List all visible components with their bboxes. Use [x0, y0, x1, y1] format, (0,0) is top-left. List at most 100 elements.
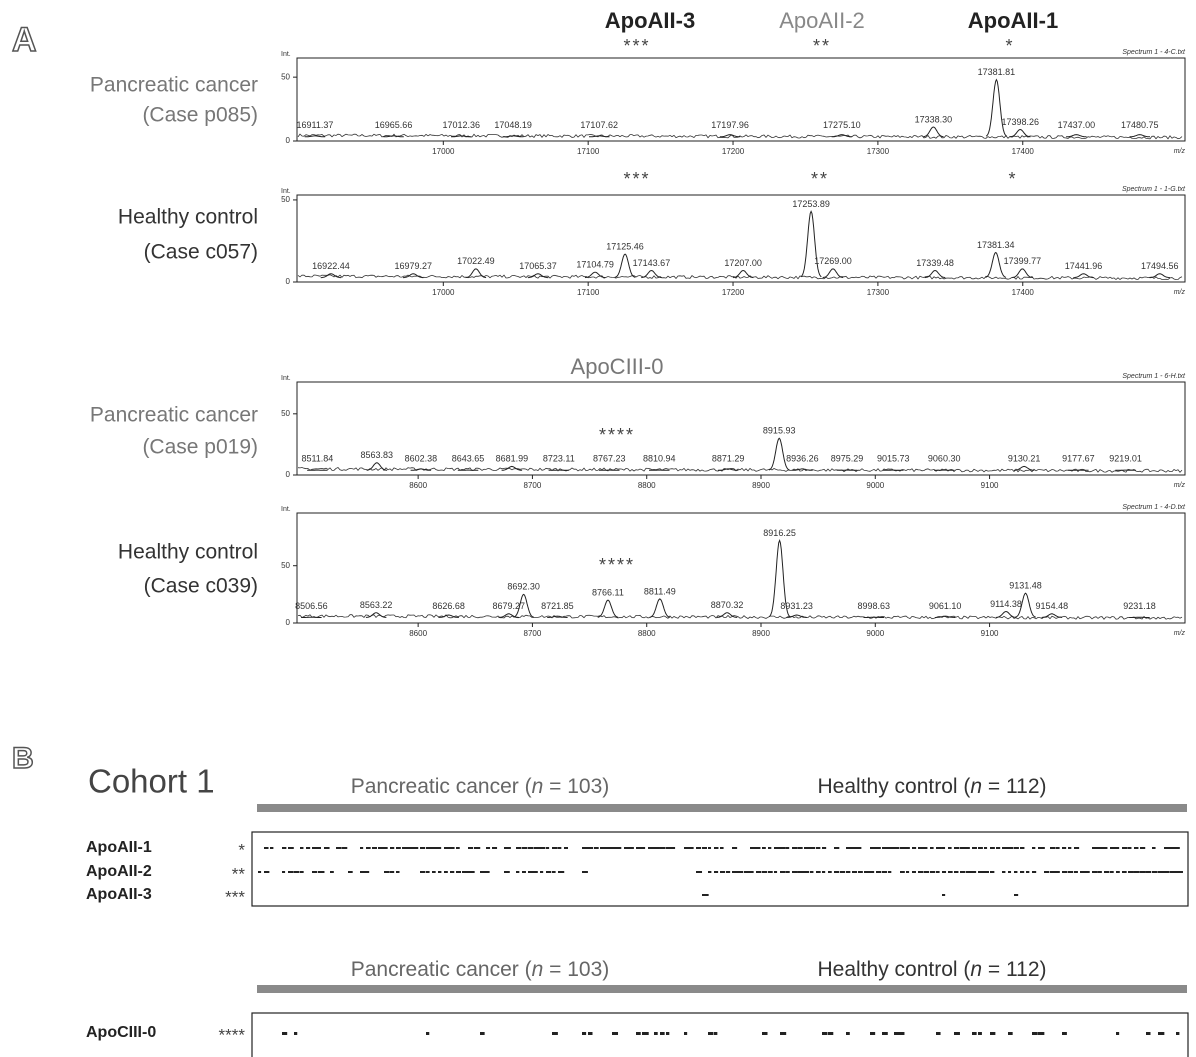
- detection-mark: [522, 847, 527, 849]
- peak-label: 9114.38: [990, 599, 1022, 609]
- y-axis-label: Int.: [281, 188, 291, 195]
- spectrum-title: Spectrum 1 - 4-D.txt: [1122, 504, 1186, 511]
- detection-mark: [816, 871, 821, 873]
- detection-mark: [396, 871, 400, 873]
- star-marker: ***: [623, 169, 650, 189]
- detection-mark: [480, 1032, 485, 1035]
- detection-mark: [486, 871, 490, 873]
- detection-mark: [750, 847, 756, 849]
- detection-mark: [714, 871, 718, 873]
- detection-mark: [666, 847, 672, 849]
- peak: [925, 271, 946, 278]
- detection-mark: [654, 847, 660, 849]
- detection-mark: [858, 847, 861, 849]
- detection-mark: [1170, 871, 1176, 873]
- detection-mark: [894, 847, 899, 849]
- detection-mark: [312, 871, 317, 873]
- detection-mark: [852, 871, 857, 873]
- detection-mark: [864, 871, 871, 873]
- peak-label: 8692.30: [507, 582, 540, 592]
- detection-mark: [1122, 847, 1128, 849]
- detection-mark: [384, 871, 390, 873]
- peak-label: 8915.93: [763, 426, 796, 436]
- detection-mark: [630, 847, 634, 849]
- peak: [650, 599, 671, 617]
- detection-mark: [1074, 871, 1078, 873]
- detection-mark: [342, 847, 347, 849]
- detection-mark: [1098, 871, 1102, 873]
- peak-label: 17143.67: [633, 258, 671, 268]
- group-label-italic: n: [532, 775, 544, 798]
- peak-label: 16922.44: [312, 261, 350, 271]
- row-stars: ***: [225, 887, 245, 906]
- peak-label: 8563.22: [360, 600, 393, 610]
- detection-mark: [390, 847, 394, 849]
- detection-mark: [282, 871, 285, 873]
- detection-mark: [798, 871, 805, 873]
- y-axis-label: Int.: [281, 51, 291, 58]
- peak-label: 17107.62: [580, 120, 618, 130]
- detection-mark: [1008, 847, 1013, 849]
- peak-label: 8602.38: [405, 454, 438, 464]
- detection-mark: [1068, 847, 1071, 849]
- detection-mark: [1038, 847, 1045, 849]
- detection-mark: [924, 871, 929, 873]
- peak-label: 17381.34: [977, 240, 1015, 250]
- detection-mark: [882, 871, 887, 873]
- detection-mark: [288, 871, 294, 873]
- detection-mark: [1062, 1032, 1067, 1035]
- peak: [305, 136, 326, 137]
- peak-label: 17253.89: [792, 199, 830, 209]
- detection-mark: [444, 847, 450, 849]
- detection-mark: [744, 871, 751, 873]
- detection-mark: [804, 847, 810, 849]
- sample-label: Healthy control: [118, 541, 258, 564]
- detection-mark: [1140, 847, 1145, 849]
- peak: [321, 274, 342, 278]
- detection-mark: [552, 871, 556, 873]
- detection-mark: [738, 871, 743, 873]
- x-tick-label: 9100: [981, 481, 999, 490]
- detection-mark: [900, 847, 906, 849]
- detection-mark: [1116, 847, 1119, 849]
- detection-mark: [960, 847, 967, 849]
- detection-mark: [648, 847, 655, 849]
- y-axis-label: Int.: [281, 375, 291, 382]
- detection-mark: [948, 871, 953, 873]
- detection-mark: [438, 871, 441, 873]
- peak: [366, 613, 387, 618]
- detection-mark: [708, 847, 711, 849]
- detection-mark: [990, 1032, 995, 1035]
- detection-mark: [1128, 847, 1131, 849]
- detection-mark: [1170, 847, 1176, 849]
- detection-mark: [924, 847, 927, 849]
- detection-mark: [900, 1032, 904, 1035]
- peak-label: 8810.94: [643, 454, 676, 464]
- y-tick-label: 50: [281, 561, 290, 570]
- peak-label: 8870.32: [711, 600, 744, 610]
- detection-mark: [438, 847, 441, 849]
- peak: [589, 136, 610, 137]
- detection-mark: [504, 871, 510, 873]
- peak-label: 9060.30: [928, 454, 961, 464]
- detection-mark: [912, 847, 916, 849]
- detection-mark: [804, 871, 809, 873]
- figure: A B Cohort 1 Spectrum 1 - 4-C.txtInt.m/z…: [0, 0, 1196, 1057]
- x-tick-label: 8700: [524, 629, 542, 638]
- group-label-text: = 103): [543, 958, 609, 981]
- peak-label: 8811.49: [644, 586, 676, 596]
- detection-mark: [552, 1032, 558, 1035]
- detection-mark: [1146, 871, 1151, 873]
- detection-mark: [696, 871, 702, 873]
- detection-mark: [300, 847, 303, 849]
- detection-mark: [426, 847, 432, 849]
- detection-mark: [780, 1032, 786, 1035]
- detection-mark: [378, 847, 384, 849]
- detection-mark: [966, 871, 972, 873]
- detection-mark: [528, 847, 534, 849]
- detection-mark: [966, 847, 970, 849]
- detection-mark: [1086, 871, 1090, 873]
- peak-label: 8506.56: [295, 601, 328, 611]
- detection-mark: [750, 871, 754, 873]
- peak-label: 17338.30: [915, 114, 953, 124]
